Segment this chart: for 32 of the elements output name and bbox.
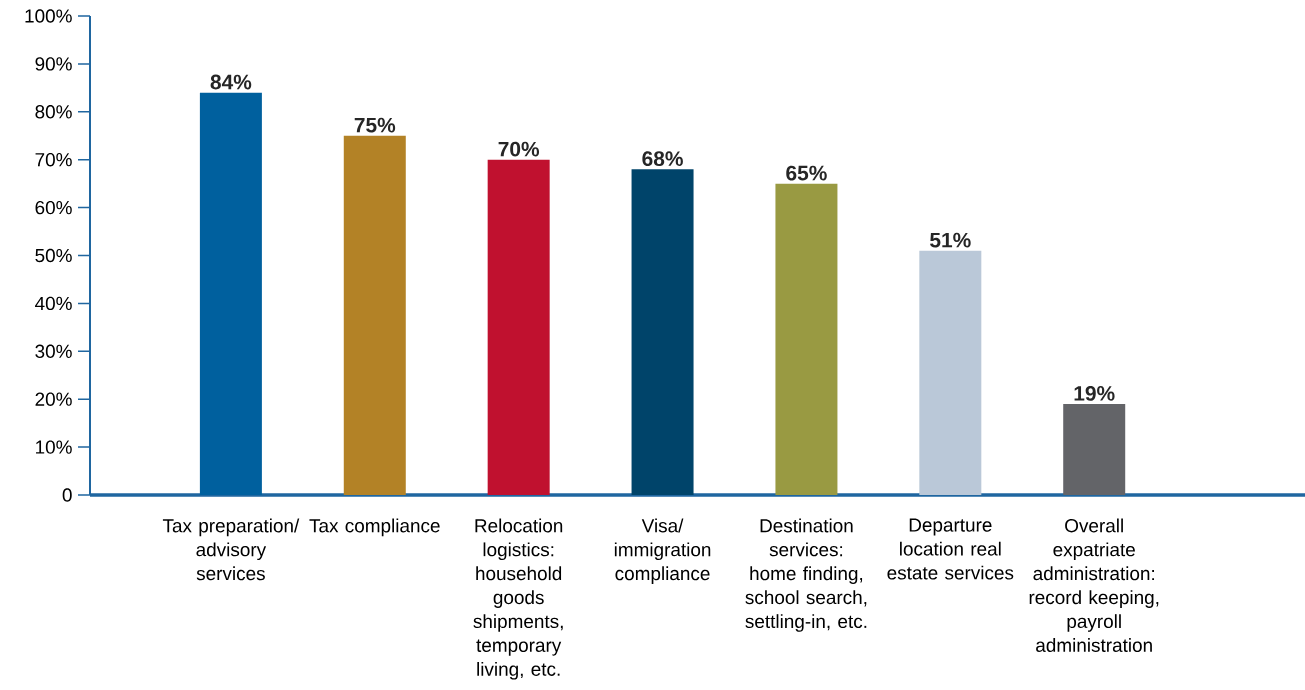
y-tick-label: 70%	[35, 152, 72, 167]
data-label: 65%	[786, 165, 827, 181]
y-tick-label: 50%	[35, 248, 72, 263]
data-label: 19%	[1074, 385, 1115, 401]
bar	[199, 92, 262, 495]
data-label: 51%	[930, 232, 971, 248]
bar	[487, 159, 550, 495]
x-tick-label: Visa/ immigration compliance	[614, 518, 711, 584]
y-tick-label: 10%	[36, 440, 72, 454]
x-tick-label: Overall expatriate administration: record keeping, payroll administration	[1029, 518, 1159, 652]
x-tick-label: Departure location real estate services	[887, 518, 1014, 580]
bar	[343, 135, 406, 495]
y-tick-label: 90%	[35, 57, 72, 71]
bar	[775, 183, 838, 495]
data-label: 84%	[210, 74, 252, 90]
bar	[631, 169, 694, 495]
data-label: 75%	[354, 117, 396, 133]
bar	[1063, 403, 1126, 495]
y-tick-label: 100%	[25, 9, 72, 23]
y-tick-label: 40%	[35, 296, 72, 311]
x-tick-label: Tax preparation/ advisory services	[162, 518, 300, 581]
y-tick-label: 20%	[35, 392, 72, 406]
x-tick-label: Relocation logistics: household goods shipments, temporary living, etc.	[473, 518, 563, 680]
y-tick-label: 30%	[35, 344, 72, 358]
x-tick-label: Destination services: home finding, school search, settling-in, etc.	[745, 518, 867, 632]
data-label: 70%	[498, 141, 540, 157]
y-tick-label: 0	[62, 488, 72, 502]
x-tick-label: Tax compliance	[309, 518, 440, 537]
data-label: 68%	[642, 151, 683, 167]
y-tick-label: 60%	[35, 200, 72, 215]
bar	[919, 250, 982, 495]
y-tick-label: 80%	[35, 105, 72, 119]
